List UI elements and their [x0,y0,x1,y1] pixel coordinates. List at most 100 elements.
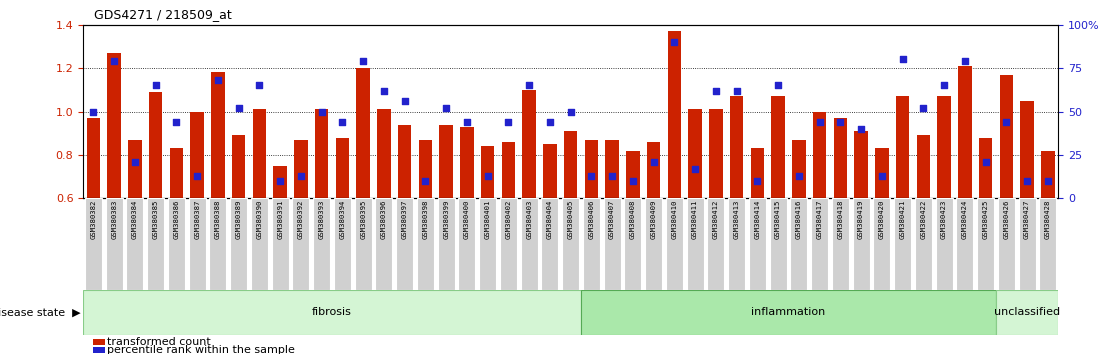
Bar [895,96,910,198]
Text: GSM380399: GSM380399 [443,200,449,239]
Bar [854,131,868,198]
Text: GSM380384: GSM380384 [132,200,138,239]
FancyBboxPatch shape [770,198,787,290]
Bar [129,140,142,198]
Text: GSM380395: GSM380395 [360,200,366,239]
Bar [460,127,473,198]
Bar [440,125,453,198]
Text: GSM380400: GSM380400 [464,200,470,239]
Bar [377,109,391,198]
Text: GSM380388: GSM380388 [215,200,220,239]
Text: GSM380396: GSM380396 [381,200,387,239]
Text: GSM380397: GSM380397 [402,200,408,239]
Text: unclassified: unclassified [994,307,1060,318]
Text: GSM380387: GSM380387 [194,200,201,239]
Text: GSM380401: GSM380401 [484,200,491,239]
Text: GSM380422: GSM380422 [921,200,926,239]
Point [250,82,268,88]
Text: GSM380414: GSM380414 [755,200,760,239]
Text: fibrosis: fibrosis [312,307,352,318]
FancyBboxPatch shape [188,198,206,290]
Point [894,57,912,62]
Point [790,173,808,178]
FancyBboxPatch shape [250,198,268,290]
Point [769,82,787,88]
Bar [564,131,577,198]
Bar [336,137,349,198]
FancyBboxPatch shape [230,198,247,290]
Text: GSM380383: GSM380383 [111,200,117,239]
FancyBboxPatch shape [397,198,413,290]
Text: GSM380390: GSM380390 [256,200,263,239]
Point [479,173,496,178]
FancyBboxPatch shape [1018,198,1036,290]
Text: GSM380405: GSM380405 [567,200,574,239]
Text: transformed count: transformed count [107,337,212,347]
FancyBboxPatch shape [479,198,496,290]
Bar [771,96,784,198]
Text: GSM380410: GSM380410 [671,200,677,239]
Bar [585,140,598,198]
Bar [93,347,104,353]
Point [645,159,663,165]
Text: GSM380426: GSM380426 [1003,200,1009,239]
Text: GSM380408: GSM380408 [629,200,636,239]
FancyBboxPatch shape [105,198,123,290]
Point [583,173,601,178]
FancyBboxPatch shape [542,198,558,290]
Bar [647,142,660,198]
Bar [419,140,432,198]
Text: percentile rank within the sample: percentile rank within the sample [107,345,296,354]
Bar [626,150,639,198]
Point [209,78,227,83]
FancyBboxPatch shape [438,198,454,290]
Point [624,178,642,184]
Text: GDS4271 / 218509_at: GDS4271 / 218509_at [94,8,232,21]
Text: GSM380417: GSM380417 [817,200,822,239]
Bar [274,166,287,198]
Point [873,173,891,178]
Text: GSM380416: GSM380416 [796,200,802,239]
Text: GSM380386: GSM380386 [174,200,179,239]
Text: GSM380424: GSM380424 [962,200,967,239]
Text: inflammation: inflammation [751,307,825,318]
Bar [481,146,494,198]
Text: GSM380392: GSM380392 [298,200,304,239]
Point [188,173,206,178]
Point [293,173,310,178]
Bar [357,68,370,198]
Bar [212,73,225,198]
FancyBboxPatch shape [521,198,537,290]
Bar [148,92,163,198]
Point [852,126,870,132]
Point [956,58,974,64]
Point [84,109,102,114]
Text: GSM380404: GSM380404 [547,200,553,239]
Point [417,178,434,184]
Bar [937,96,951,198]
FancyBboxPatch shape [749,198,766,290]
Text: GSM380419: GSM380419 [858,200,864,239]
FancyBboxPatch shape [209,198,226,290]
Text: GSM380425: GSM380425 [983,200,988,239]
Point [271,178,289,184]
FancyBboxPatch shape [645,198,663,290]
Bar [996,290,1058,335]
Text: GSM380403: GSM380403 [526,200,532,239]
Bar [107,53,121,198]
FancyBboxPatch shape [915,198,932,290]
Text: GSM380415: GSM380415 [776,200,781,239]
Bar [83,290,581,335]
Point [728,88,746,93]
Point [438,105,455,111]
Bar [232,135,246,198]
FancyBboxPatch shape [998,198,1015,290]
Bar [668,31,681,198]
FancyBboxPatch shape [271,198,289,290]
Point [355,58,372,64]
Bar [999,75,1013,198]
Bar [813,112,827,198]
Bar [978,137,993,198]
FancyBboxPatch shape [147,198,164,290]
FancyBboxPatch shape [293,198,309,290]
